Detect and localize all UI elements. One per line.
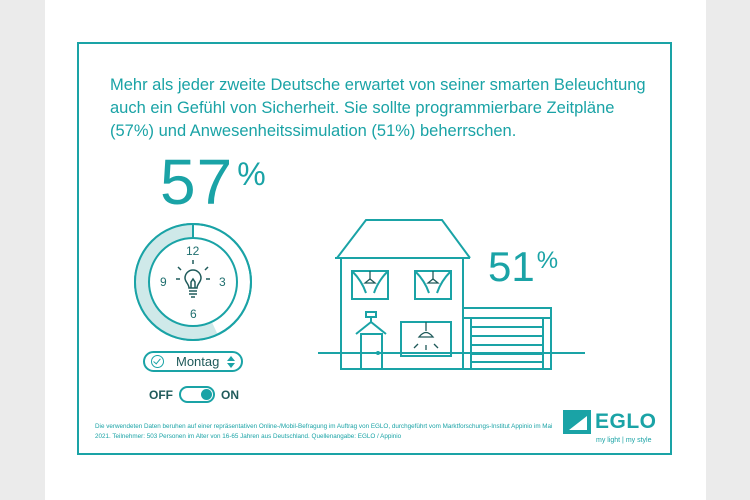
stat-schedule-value: 57 bbox=[160, 146, 234, 218]
power-toggle[interactable] bbox=[179, 386, 215, 403]
day-selector-label: Montag bbox=[176, 354, 220, 369]
source-footnote: Die verwendeten Daten beruhen auf einer … bbox=[95, 423, 553, 440]
logo-mark-icon bbox=[563, 410, 591, 434]
logo-wordmark: EGLO bbox=[595, 410, 657, 433]
toggle-knob bbox=[201, 389, 212, 400]
toggle-on-label: ON bbox=[221, 387, 239, 402]
stat-presence-value: 51 bbox=[488, 243, 535, 290]
lamp-icon bbox=[363, 271, 440, 350]
stat-schedule: 57% bbox=[160, 150, 266, 214]
clock-number-6: 6 bbox=[190, 307, 197, 321]
stat-presence: 51% bbox=[488, 246, 558, 288]
clock-progress-ring bbox=[135, 224, 218, 340]
lightbulb-icon bbox=[176, 260, 210, 298]
clock-number-9: 9 bbox=[160, 275, 167, 289]
day-selector[interactable]: Montag bbox=[143, 351, 243, 372]
eglo-logo: EGLO my light | my style bbox=[563, 410, 663, 448]
check-circle-icon bbox=[151, 355, 164, 368]
clock-illustration bbox=[134, 223, 252, 341]
clock-number-12: 12 bbox=[186, 244, 200, 258]
content-frame bbox=[77, 42, 672, 455]
logo-tagline: my light | my style bbox=[596, 437, 652, 444]
clock-number-3: 3 bbox=[219, 275, 226, 289]
stat-schedule-unit: % bbox=[237, 156, 266, 192]
stat-presence-unit: % bbox=[536, 247, 559, 274]
headline: Mehr als jeder zweite Deutsche erwartet … bbox=[110, 76, 646, 140]
power-toggle-row: OFF ON bbox=[149, 386, 239, 403]
house-illustration bbox=[318, 219, 585, 370]
toggle-off-label: OFF bbox=[149, 387, 173, 402]
sort-arrows-icon bbox=[227, 355, 235, 368]
